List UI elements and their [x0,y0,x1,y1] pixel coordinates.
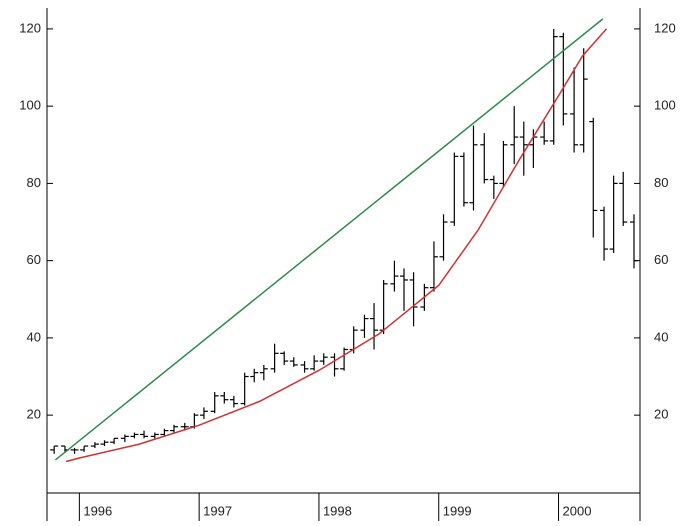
y-tick-label: 80 [27,175,41,190]
y2-tick-label: 40 [654,329,668,344]
y-tick-label: 120 [19,20,41,35]
x-tick-label: 1998 [323,503,352,518]
y-tick-label: 100 [19,98,41,113]
x-tick-label: 1997 [203,503,232,518]
y2-tick-label: 120 [654,20,676,35]
y2-tick-label: 60 [654,252,668,267]
y2-tick-label: 20 [654,407,668,422]
x-tick-label: 1996 [83,503,112,518]
x-tick-label: 1999 [443,503,472,518]
trend-line [54,18,604,461]
x-tick-label: 2000 [563,503,592,518]
y2-tick-label: 80 [654,175,668,190]
y-tick-label: 60 [27,252,41,267]
y-tick-label: 40 [27,329,41,344]
y2-tick-label: 100 [654,98,676,113]
trend-line [65,28,608,463]
y-tick-label: 20 [27,407,41,422]
